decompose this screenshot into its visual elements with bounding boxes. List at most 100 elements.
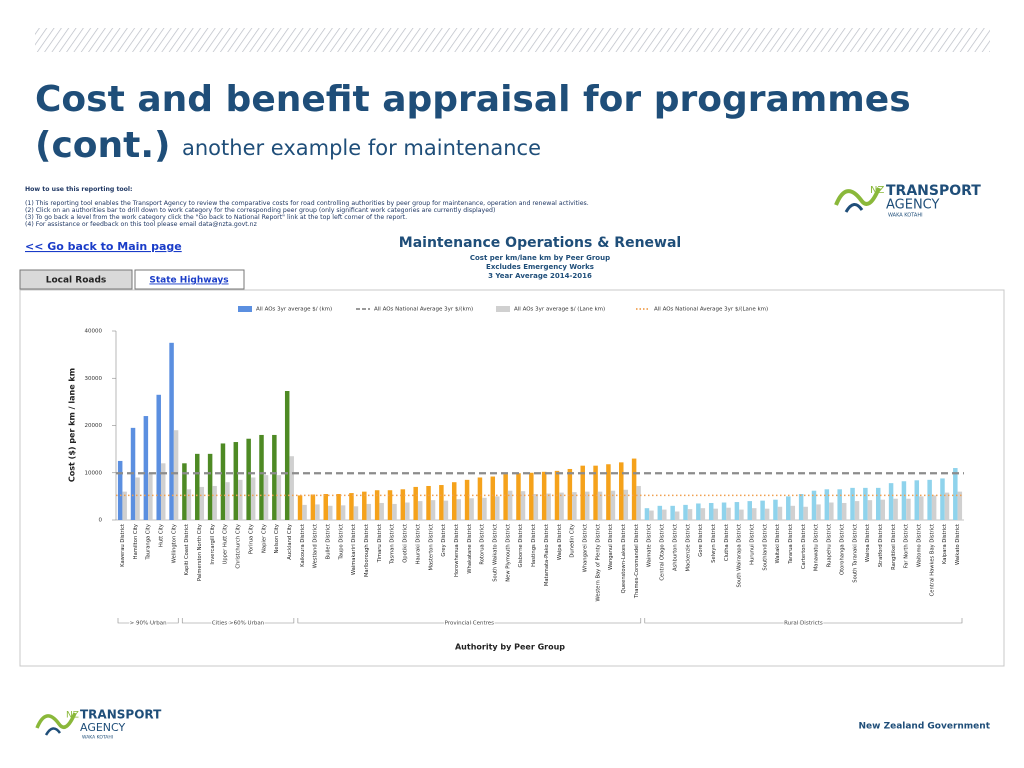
bar-lane-km [495, 496, 500, 520]
bar-lane-km [880, 499, 885, 520]
x-tick-label: Kaipara District [942, 524, 948, 564]
bar-km [875, 487, 881, 520]
bar-lane-km [302, 504, 307, 520]
group-label: > 90% Urban [130, 621, 167, 627]
x-tick-label: Ashburton District [672, 524, 678, 571]
x-tick-label: Kawerau District [120, 524, 126, 567]
bar-km [413, 486, 418, 520]
bar-lane-km [379, 502, 384, 520]
slide-title-line2: (cont.) [35, 125, 171, 166]
x-tick-label: Masterton District [428, 524, 434, 571]
bar-km [567, 468, 573, 520]
x-tick-label: Southland District [762, 524, 768, 571]
x-tick-label: Gisborne District [518, 524, 524, 567]
back-link[interactable]: << Go back to Main page [25, 240, 182, 253]
chart-subtitle: Excludes Emergency Works [486, 263, 594, 271]
bar-km [156, 394, 161, 520]
x-tick-label: Taupo District [338, 524, 344, 561]
bar-km [606, 464, 611, 520]
x-tick-label: Western Bay of Plenty District [595, 524, 601, 601]
bar-lane-km [713, 508, 718, 520]
x-tick-label: Opotiki District [403, 524, 409, 563]
tab-label[interactable]: State Highways [149, 276, 228, 286]
bar-km [940, 478, 945, 520]
bar-lane-km [186, 489, 192, 520]
slide-title: Cost and benefit appraisal for programme… [35, 79, 911, 120]
x-tick-label: Far North District [904, 524, 910, 568]
x-tick-label: Waipa District [557, 524, 563, 560]
legend-label: All AOs National Average 3yr $/(km) [374, 307, 473, 313]
x-tick-label: Horowhenua District [454, 524, 460, 577]
bar-km [696, 503, 701, 520]
x-tick-label: Whakatane District [467, 524, 473, 574]
bar-lane-km [340, 505, 346, 520]
group-bracket [644, 618, 963, 624]
x-tick-label: Ruapehu District [827, 524, 833, 567]
x-tick-label: Wairoa District [865, 524, 871, 562]
bar-km [773, 499, 778, 520]
bar-km [310, 494, 316, 520]
bar-lane-km [482, 497, 487, 520]
x-tick-label: Dunedin City [570, 524, 576, 558]
bar-lane-km [584, 491, 590, 520]
y-tick-label: 40000 [85, 329, 103, 335]
bar-km [529, 472, 534, 520]
bar-km [708, 502, 714, 520]
bar-km [670, 505, 675, 520]
tab-state-highways[interactable] [134, 269, 245, 290]
group-bracket [297, 618, 642, 624]
x-tick-label: Invercargill City [210, 524, 216, 565]
x-tick-label: Buller District [326, 524, 332, 559]
bar-lane-km [289, 456, 294, 520]
bar-lane-km [931, 495, 937, 520]
x-tick-label: Wellington City [171, 524, 177, 563]
x-tick-label: Selwyn District [711, 524, 717, 563]
bar-lane-km [276, 475, 282, 520]
bar-lane-km [225, 482, 230, 520]
x-tick-label: Central Hawkes Bay District [929, 524, 935, 596]
x-tick-label: Westland District [313, 524, 319, 568]
bar-km [323, 494, 328, 520]
x-tick-label: Thames-Coromandel District [634, 524, 640, 599]
x-tick-label: Waitaki District [775, 524, 781, 563]
x-tick-label: Rotorua District [480, 524, 486, 565]
instruction: (3) To go back a level from the work cat… [25, 214, 407, 221]
x-tick-label: Hastings District [531, 524, 537, 567]
x-tick-label: Waikato District [955, 524, 961, 565]
bar-km [760, 500, 765, 520]
bar-km [426, 485, 431, 520]
logo-nz: NZ [66, 711, 79, 721]
bar-km [657, 505, 663, 520]
bar-km [451, 482, 457, 520]
bar-lane-km [674, 511, 680, 520]
bar-km [901, 481, 907, 520]
bar-lane-km [199, 486, 205, 520]
x-tick-label: Kapiti Coast District [184, 524, 190, 575]
bar-km [464, 479, 470, 520]
bar-km [272, 434, 277, 520]
bar-lane-km [867, 500, 873, 520]
bar-km [824, 489, 830, 520]
bar-km [439, 485, 444, 520]
tab-label[interactable]: Local Roads [46, 276, 107, 286]
bar-lane-km [919, 496, 924, 520]
logo-agency: AGENCY [886, 198, 940, 213]
bar-km [927, 479, 932, 520]
x-tick-label: Kaikoura District [300, 524, 306, 567]
x-tick-label: Whangarei District [582, 524, 588, 572]
bar-lane-km [392, 503, 397, 520]
chart-subtitle: 3 Year Average 2014-2016 [488, 272, 592, 280]
x-tick-label: South Waikato District [493, 524, 499, 582]
legend-label: All AOs National Average 3yr $/(Lane km) [654, 307, 768, 313]
bar-lane-km [893, 498, 898, 520]
bar-km [362, 491, 367, 520]
legend-label: All AOs 3yr average $/ (km) [256, 307, 332, 313]
y-tick-label: 0 [99, 518, 103, 524]
x-tick-label: Tasman District [390, 524, 396, 565]
bar-km [953, 468, 958, 520]
bar-km [593, 465, 598, 520]
x-tick-label: Carterton District [801, 524, 807, 569]
tab-local-roads[interactable] [19, 269, 133, 290]
logo-maori: WAKA KOTAHI [888, 213, 923, 219]
